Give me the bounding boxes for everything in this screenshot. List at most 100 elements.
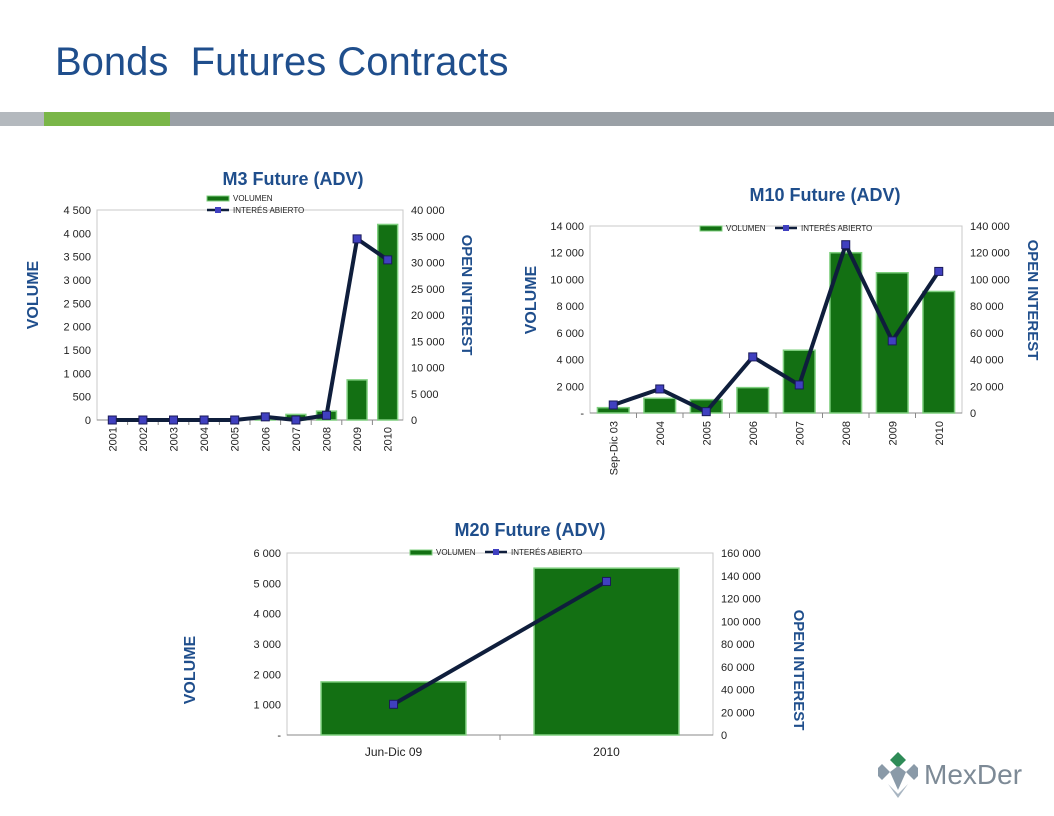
y-tick-label: 6 000 [556,328,584,340]
bar [922,290,956,414]
y2-tick-label: 5 000 [411,389,439,401]
y-tick-label: 4 000 [556,355,584,367]
x-tick-label: 2009 [352,427,364,451]
header-divider-left-segment [0,112,44,126]
mexder-logo: MexDer [878,752,1022,798]
y-tick-label: 4 000 [63,228,91,240]
y2-tick-label: 60 000 [721,662,755,674]
page-title: Bonds Futures Contracts [55,40,509,84]
x-tick-label: 2008 [841,421,853,445]
line-marker [199,415,209,425]
header-divider-accent [44,112,170,126]
line-marker [701,407,711,417]
y2-tick-label: 140 000 [970,221,1010,233]
line-marker [322,410,331,420]
y2-tick-label: 100 000 [721,616,761,628]
line-marker [748,352,758,362]
x-tick-label: 2010 [593,745,620,759]
y-tick-label: 2 000 [63,322,91,334]
bar [377,223,399,421]
x-tick-label: 2009 [887,421,899,445]
mexder-logo-icon [878,752,918,798]
chart-title: M3 Future (ADV) [223,169,364,189]
line-marker [169,415,178,425]
y2-axis-title: OPEN INTEREST [790,610,807,731]
x-tick-label: 2004 [655,421,667,445]
x-tick-label: Jun-Dic 09 [365,745,423,759]
y-tick-label: 10 000 [550,274,584,286]
y2-tick-label: 35 000 [411,231,445,243]
y2-tick-label: 0 [721,730,727,742]
y-tick-label: 3 000 [63,275,91,287]
line-marker [107,415,117,425]
y-tick-label: 2 000 [253,669,281,681]
y-axis-title: VOLUME [25,260,42,329]
line-marker [230,415,240,425]
open-interest-line [392,579,608,707]
line-marker [655,384,665,394]
y-tick-label: 1 500 [63,345,91,357]
legend-label-volumen: VOLUMEN [233,194,273,203]
x-tick-label: 2010 [934,421,946,445]
open-interest-line [112,236,389,422]
y-tick-label: 3 500 [63,252,91,264]
x-tick-label: 2003 [169,427,181,451]
line-marker [794,380,804,390]
y2-axis-title: OPEN INTEREST [1024,240,1041,361]
y-tick-label: 0 [85,415,91,427]
y2-tick-label: 100 000 [970,274,1010,286]
legend-label-interes: INTERÉS ABIERTO [801,224,872,233]
x-tick-label: 2010 [383,427,395,451]
y-tick-label: 1 000 [253,700,281,712]
line-marker [841,240,851,250]
line-marker [608,400,618,410]
y-tick-label: - [277,730,281,742]
legend-marker-interes [215,207,221,213]
y-tick-label: 12 000 [550,248,584,260]
legend-marker-interes [783,225,789,231]
line-marker [291,415,301,425]
line-marker [260,412,270,422]
y2-tick-label: 160 000 [721,548,761,560]
y-tick-label: 14 000 [550,221,584,233]
legend-marker-interes [493,549,499,555]
chart-title: M10 Future (ADV) [749,185,900,205]
x-tick-label: 2008 [322,427,334,451]
y2-tick-label: 0 [970,408,976,420]
legend-label-volumen: VOLUMEN [726,224,766,233]
mexder-logo-text: MexDer [924,759,1022,790]
legend-label-interes: INTERÉS ABIERTO [511,548,582,557]
y2-tick-label: 60 000 [970,328,1004,340]
legend-swatch-volumen [409,549,433,556]
y2-tick-label: 120 000 [721,594,761,606]
y-tick-label: 3 000 [253,639,281,651]
y-tick-label: - [580,408,584,420]
y2-tick-label: 20 000 [411,310,445,322]
y-tick-label: 500 [73,392,91,404]
legend-swatch-volumen [699,225,723,232]
x-tick-label: 2005 [230,427,242,451]
x-tick-label: 2006 [260,427,272,451]
x-tick-label: 2007 [794,421,806,445]
y-tick-label: 4 500 [63,205,91,217]
y2-tick-label: 0 [411,415,417,427]
y-tick-label: 2 500 [63,298,91,310]
y2-tick-label: 10 000 [411,363,445,375]
y2-tick-label: 15 000 [411,336,445,348]
line-marker [934,266,944,276]
y2-tick-label: 40 000 [411,205,445,217]
bar [736,386,770,414]
y2-axis-title: OPEN INTEREST [458,235,475,356]
y2-tick-label: 80 000 [721,639,755,651]
y-tick-label: 4 000 [253,609,281,621]
y2-tick-label: 20 000 [721,707,755,719]
y2-tick-label: 140 000 [721,571,761,583]
line-marker [383,255,393,265]
y2-tick-label: 40 000 [721,685,755,697]
x-tick-label: 2004 [199,427,211,451]
legend-label-volumen: VOLUMEN [436,548,476,557]
bar [346,379,368,421]
